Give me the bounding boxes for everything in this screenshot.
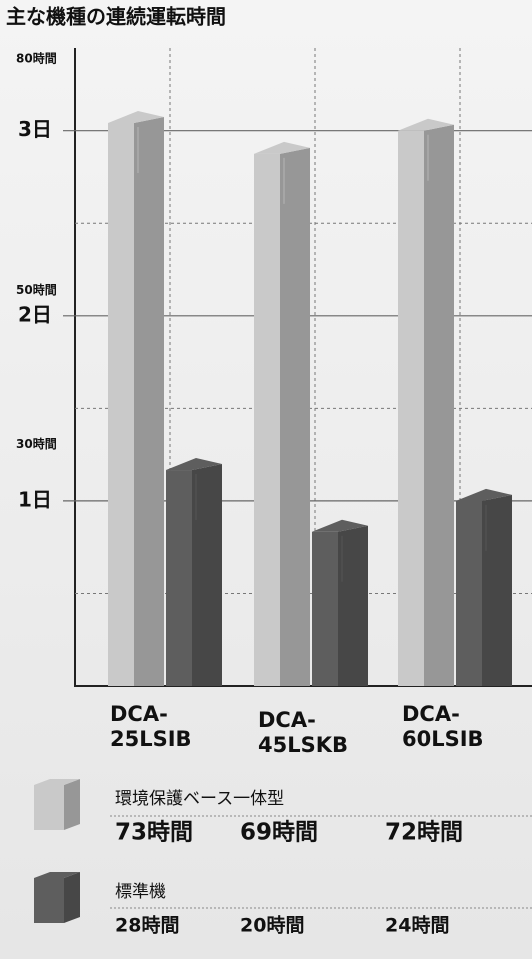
bar-top bbox=[456, 488, 512, 501]
y-tick-label: 3日 bbox=[18, 117, 52, 141]
bar-side bbox=[192, 464, 222, 686]
x-tick-label: DCA-60LSIB bbox=[402, 702, 484, 751]
hour-tick-label: 80時間 bbox=[16, 51, 57, 66]
value-label: 24時間 bbox=[385, 915, 449, 937]
legend-swatch bbox=[34, 878, 64, 923]
bar-side bbox=[134, 116, 164, 687]
bar-top bbox=[166, 458, 222, 471]
bar bbox=[108, 122, 134, 687]
bar bbox=[398, 130, 424, 686]
y-tick-label: 1日 bbox=[18, 487, 52, 511]
legend-swatch-side bbox=[64, 779, 80, 830]
legend-label: 環境保護ベース一体型 bbox=[115, 789, 284, 809]
bar-top bbox=[398, 118, 454, 131]
legend-swatch bbox=[34, 785, 64, 830]
value-label: 73時間 bbox=[115, 820, 193, 846]
hour-tick-label: 30時間 bbox=[16, 436, 57, 451]
bar-top bbox=[108, 110, 164, 123]
bar-side bbox=[482, 494, 512, 686]
value-label: 20時間 bbox=[240, 915, 304, 937]
x-tick-label: DCA-45LSKB bbox=[258, 708, 349, 757]
legend-label: 標準機 bbox=[115, 882, 166, 902]
legend-swatch-side bbox=[64, 872, 80, 923]
bar-top bbox=[312, 519, 368, 532]
chart-title: 主な機種の連続運転時間 bbox=[6, 5, 226, 29]
bar-side bbox=[424, 124, 454, 686]
bar bbox=[166, 470, 192, 686]
value-label: 28時間 bbox=[115, 915, 179, 937]
bar bbox=[312, 531, 338, 686]
bar-side bbox=[280, 147, 310, 686]
y-tick-label: 2日 bbox=[18, 302, 52, 326]
bar bbox=[456, 500, 482, 686]
bar-top bbox=[254, 141, 310, 154]
legend-swatch-top bbox=[34, 779, 80, 785]
legend-swatch-top bbox=[34, 872, 80, 878]
hour-tick-label: 50時間 bbox=[16, 282, 57, 297]
value-label: 72時間 bbox=[385, 820, 463, 846]
value-label: 69時間 bbox=[240, 820, 318, 846]
bar-side bbox=[338, 525, 368, 686]
bar bbox=[254, 153, 280, 686]
x-tick-label: DCA-25LSIB bbox=[110, 702, 192, 751]
